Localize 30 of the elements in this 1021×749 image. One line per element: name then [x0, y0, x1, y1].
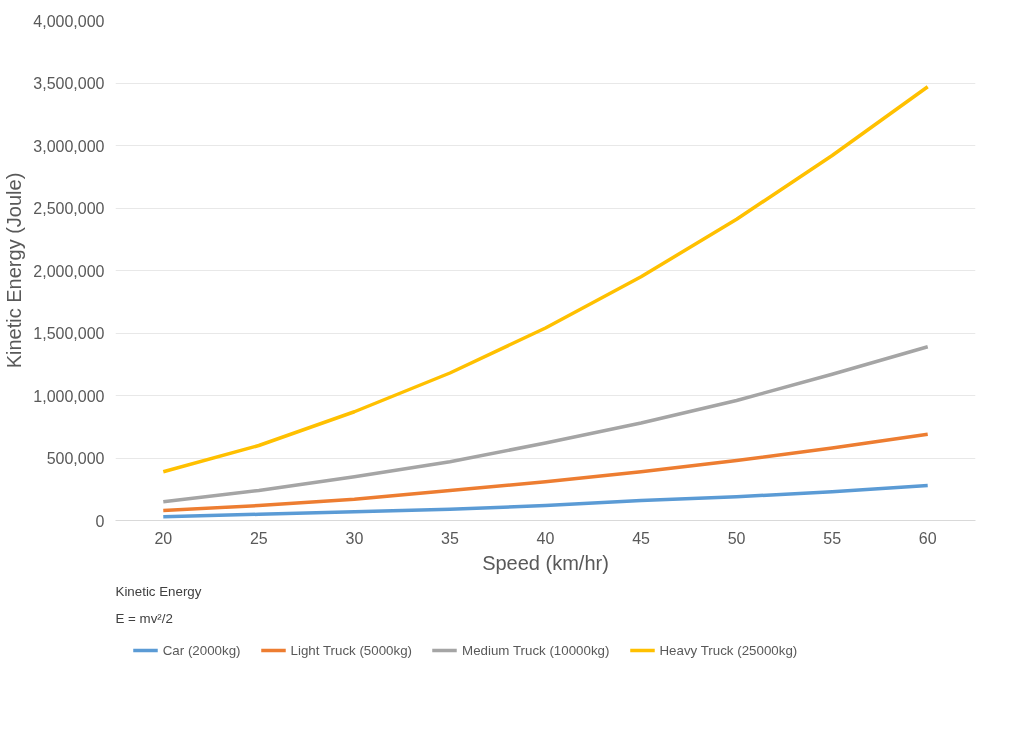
y-tick-label: 1,000,000 — [33, 387, 105, 405]
line-series — [161, 345, 930, 504]
legend-label: Light Truck (5000kg) — [290, 642, 413, 658]
y-tick-label: 2,500,000 — [33, 200, 105, 217]
y-tick-label: 3,500,000 — [33, 75, 105, 92]
text: Kinetic Energy — [115, 583, 202, 599]
x-tick-label: 40 — [536, 529, 555, 547]
x-tick-label: 45 — [632, 529, 651, 547]
line-series — [161, 483, 930, 519]
y-tick-label: 4,000,000 — [33, 12, 105, 30]
x-tick-label: 30 — [345, 529, 364, 547]
legend-label: Medium Truck (10000kg) — [462, 642, 610, 658]
x-tick-label: 50 — [727, 529, 746, 547]
text: E = mv²/2 — [115, 610, 173, 626]
x-tick-label: 60 — [918, 529, 937, 547]
y-tick-label: 3,000,000 — [33, 137, 105, 155]
legend-label: Heavy Truck (25000kg) — [659, 642, 798, 658]
y-axis-title: Kinetic Energy (Joule) — [3, 172, 26, 369]
x-tick-label: 55 — [823, 529, 842, 547]
y-tick-label: 2,000,000 — [33, 262, 105, 280]
y-tick-label: 1,500,000 — [33, 325, 105, 342]
line-series — [161, 85, 930, 474]
x-axis-title: Speed (km/hr) — [482, 551, 609, 574]
line-series — [161, 432, 930, 513]
x-tick-label: 35 — [441, 529, 459, 547]
y-tick-label: 500,000 — [46, 450, 105, 467]
legend-label: Car (2000kg) — [162, 642, 241, 658]
y-tick-label: 0 — [95, 512, 105, 530]
x-tick-label: 20 — [154, 529, 173, 547]
x-tick-label: 25 — [249, 529, 268, 547]
